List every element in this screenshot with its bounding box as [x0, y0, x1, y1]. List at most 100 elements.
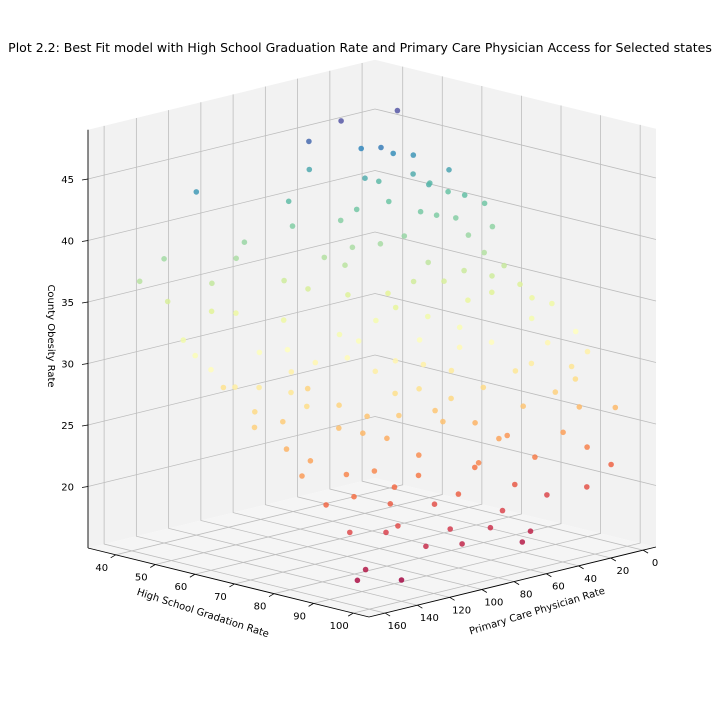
data-point — [440, 418, 446, 425]
data-point — [378, 144, 384, 151]
data-point — [351, 493, 357, 500]
z-tick-label: 35 — [61, 298, 74, 309]
back-pane-y — [375, 59, 656, 548]
back-pane-x — [88, 59, 375, 549]
y-tick-label: 140 — [420, 613, 439, 624]
grid-lines — [87, 62, 657, 614]
data-point — [576, 404, 583, 410]
x-tick-mark — [268, 593, 275, 598]
y-tick-mark — [546, 573, 552, 578]
data-point — [455, 491, 462, 497]
z-grid-line — [87, 170, 657, 241]
data-point — [416, 386, 422, 392]
data-point — [385, 290, 391, 297]
x-tick-label: 50 — [135, 573, 148, 584]
data-point — [364, 413, 370, 420]
data-point — [307, 458, 314, 464]
z-tick-mark — [81, 424, 89, 427]
data-point — [284, 346, 291, 353]
data-point — [342, 262, 348, 269]
data-point — [386, 198, 392, 205]
data-point — [304, 385, 311, 392]
data-point — [383, 529, 389, 536]
data-points — [136, 107, 619, 584]
data-point — [251, 424, 258, 431]
data-point — [461, 267, 467, 274]
z-tick-label: 45 — [61, 175, 74, 186]
data-point — [448, 367, 455, 374]
data-point — [501, 262, 507, 269]
data-point — [395, 523, 401, 529]
data-point — [425, 259, 432, 266]
data-point — [280, 317, 287, 323]
data-point — [306, 166, 313, 173]
data-point — [376, 178, 382, 185]
data-point — [447, 526, 454, 532]
y-grid-line — [168, 110, 450, 598]
data-point — [456, 324, 463, 331]
x-tick-label: 70 — [214, 592, 227, 603]
y-grid-line — [297, 78, 579, 567]
data-point — [355, 338, 362, 344]
data-point — [305, 286, 311, 292]
data-point — [549, 300, 555, 307]
z-tick-label: 20 — [61, 483, 74, 494]
y-axis-line — [368, 546, 657, 618]
y-grid-line — [103, 125, 386, 614]
data-point — [193, 189, 200, 195]
z-tick-mark — [81, 178, 89, 181]
data-point — [164, 298, 171, 305]
data-point — [431, 501, 438, 508]
data-point — [496, 435, 502, 442]
data-point — [584, 348, 591, 355]
x-grid-line — [273, 105, 562, 595]
data-point — [337, 217, 344, 224]
data-point — [459, 541, 465, 547]
x-tick-label: 80 — [254, 602, 267, 613]
data-point — [208, 366, 214, 373]
data-point — [362, 175, 368, 181]
z-tick-label: 25 — [61, 421, 74, 432]
z-grid-line — [87, 231, 657, 303]
y-tick-mark — [610, 557, 617, 562]
data-point — [416, 337, 423, 343]
axis-panes — [88, 59, 656, 617]
data-point — [299, 473, 305, 479]
z-tick-label: 30 — [61, 360, 74, 371]
data-point — [136, 278, 143, 285]
data-point — [392, 304, 399, 311]
x-tick-mark — [229, 583, 235, 588]
data-point — [338, 118, 344, 124]
y-grid-line — [135, 118, 418, 606]
y-tick-label: 0 — [652, 558, 658, 569]
y-tick-mark — [642, 549, 649, 554]
y-tick-label: 100 — [484, 597, 503, 608]
data-point — [512, 481, 518, 488]
data-point — [532, 454, 538, 460]
y-tick-mark — [481, 589, 488, 593]
data-point — [528, 360, 535, 367]
data-point — [241, 239, 248, 245]
data-point — [445, 188, 451, 195]
data-point — [220, 384, 227, 391]
data-point — [387, 501, 394, 507]
x-grid-line — [353, 124, 641, 614]
data-point — [453, 215, 459, 221]
data-point — [391, 484, 398, 490]
data-point — [504, 432, 511, 439]
x-tick-label: 100 — [330, 621, 349, 632]
y-grid-line — [200, 102, 482, 590]
y-tick-label: 60 — [552, 582, 565, 593]
x-tick-mark — [110, 554, 116, 559]
x-tick-mark — [189, 573, 196, 578]
x-axis-line — [87, 547, 370, 618]
data-point — [398, 577, 405, 583]
data-point — [488, 339, 495, 346]
y-tick-mark — [384, 612, 391, 617]
data-point — [420, 361, 427, 368]
data-point — [394, 107, 401, 114]
z-tick-mark — [81, 301, 89, 304]
x-tick-mark — [150, 564, 156, 568]
z-tick-mark — [81, 363, 89, 365]
data-point — [347, 529, 353, 536]
